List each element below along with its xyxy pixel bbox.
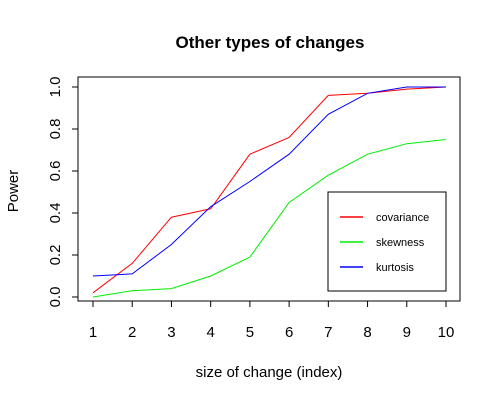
y-tick-label: 0.8: [47, 119, 64, 140]
x-axis: 1 2 3 4 5 6 7 8 9 10: [89, 300, 455, 341]
series-lines: [92, 86, 447, 298]
x-tick-label: 5: [246, 324, 254, 341]
legend: covariance skewness kurtosis: [327, 191, 447, 292]
x-tick-label: 9: [403, 324, 411, 341]
x-tick-label: 7: [324, 324, 332, 341]
x-tick-label: 6: [285, 324, 293, 341]
legend-label-skewness: skewness: [376, 237, 425, 249]
series-line-kurtosis: [92, 86, 446, 277]
x-tick-label: 10: [438, 324, 455, 341]
legend-label-covariance: covariance: [376, 212, 429, 224]
y-tick-label: 0.0: [47, 287, 64, 308]
x-tick-label: 2: [128, 324, 136, 341]
x-axis-label: size of change (index): [196, 364, 343, 381]
y-axis-label: Power: [5, 170, 22, 213]
x-tick-label: 1: [89, 324, 97, 341]
y-tick-label: 0.4: [47, 203, 64, 224]
y-axis: 0.0 0.2 0.4 0.6 0.8 1.0: [47, 77, 79, 308]
series-line-skewness: [92, 139, 447, 298]
x-tick-label: 3: [167, 324, 175, 341]
y-tick-label: 0.6: [47, 161, 64, 182]
chart-title: Other types of changes: [176, 33, 365, 52]
series-line-covariance: [92, 86, 447, 294]
x-tick-label: 8: [363, 324, 371, 341]
x-tick-label: 4: [206, 324, 214, 341]
y-tick-label: 1.0: [47, 77, 64, 98]
legend-label-kurtosis: kurtosis: [376, 262, 414, 274]
y-tick-label: 0.2: [47, 245, 64, 266]
